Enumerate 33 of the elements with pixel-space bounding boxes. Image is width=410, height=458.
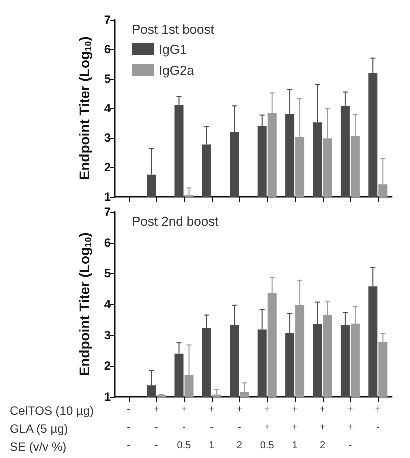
chart-title: Post 2nd boost <box>132 214 220 229</box>
x-tick-label: + - 1 <box>209 404 216 452</box>
y-tick-label: 4 <box>104 298 112 312</box>
y-axis-title: Endpoint Titer (Log10) <box>76 36 94 180</box>
x-tick-label: - - - <box>127 404 131 452</box>
y-tick-label: 6 <box>104 42 112 56</box>
y-tick-label: 7 <box>104 205 112 219</box>
y-tick-label: 5 <box>104 72 112 86</box>
y-axis-title: Endpoint Titer (Log10) <box>76 232 94 376</box>
text: CelTOS (10 µg) <box>10 404 94 418</box>
x-tick-label: + - <box>375 404 382 434</box>
text: SE (v/v %) <box>10 440 67 454</box>
y-tick-label: 5 <box>104 266 112 281</box>
y-tick-label: 6 <box>104 236 112 250</box>
x-tick-label: + + - <box>348 404 354 452</box>
x-tick-label: + + 1 <box>292 404 298 452</box>
y-tick-label: 3 <box>104 131 112 145</box>
y-tick-label: 1 <box>104 190 112 204</box>
y-tick-label: 2 <box>104 359 112 374</box>
y-tick-label: 1 <box>104 390 112 404</box>
text: GLA (5 µg) <box>10 422 68 436</box>
x-tick-label: + - 0.5 <box>177 404 192 452</box>
chart-title: Post 1st boost <box>132 22 215 37</box>
x-tick-label: + - 2 <box>236 404 243 452</box>
legend-label: IgG1 <box>159 42 188 57</box>
legend-label: IgG2a <box>159 63 196 78</box>
y-tick-label: 7 <box>104 13 112 27</box>
y-tick-label: 3 <box>104 328 112 342</box>
x-tick-label: + + 0.5 <box>260 404 275 452</box>
x-tick-label: + - - <box>154 404 160 452</box>
x-tick-label: + + 2 <box>320 404 326 452</box>
y-tick-label: 4 <box>104 102 112 116</box>
y-tick-label: 2 <box>104 160 112 174</box>
